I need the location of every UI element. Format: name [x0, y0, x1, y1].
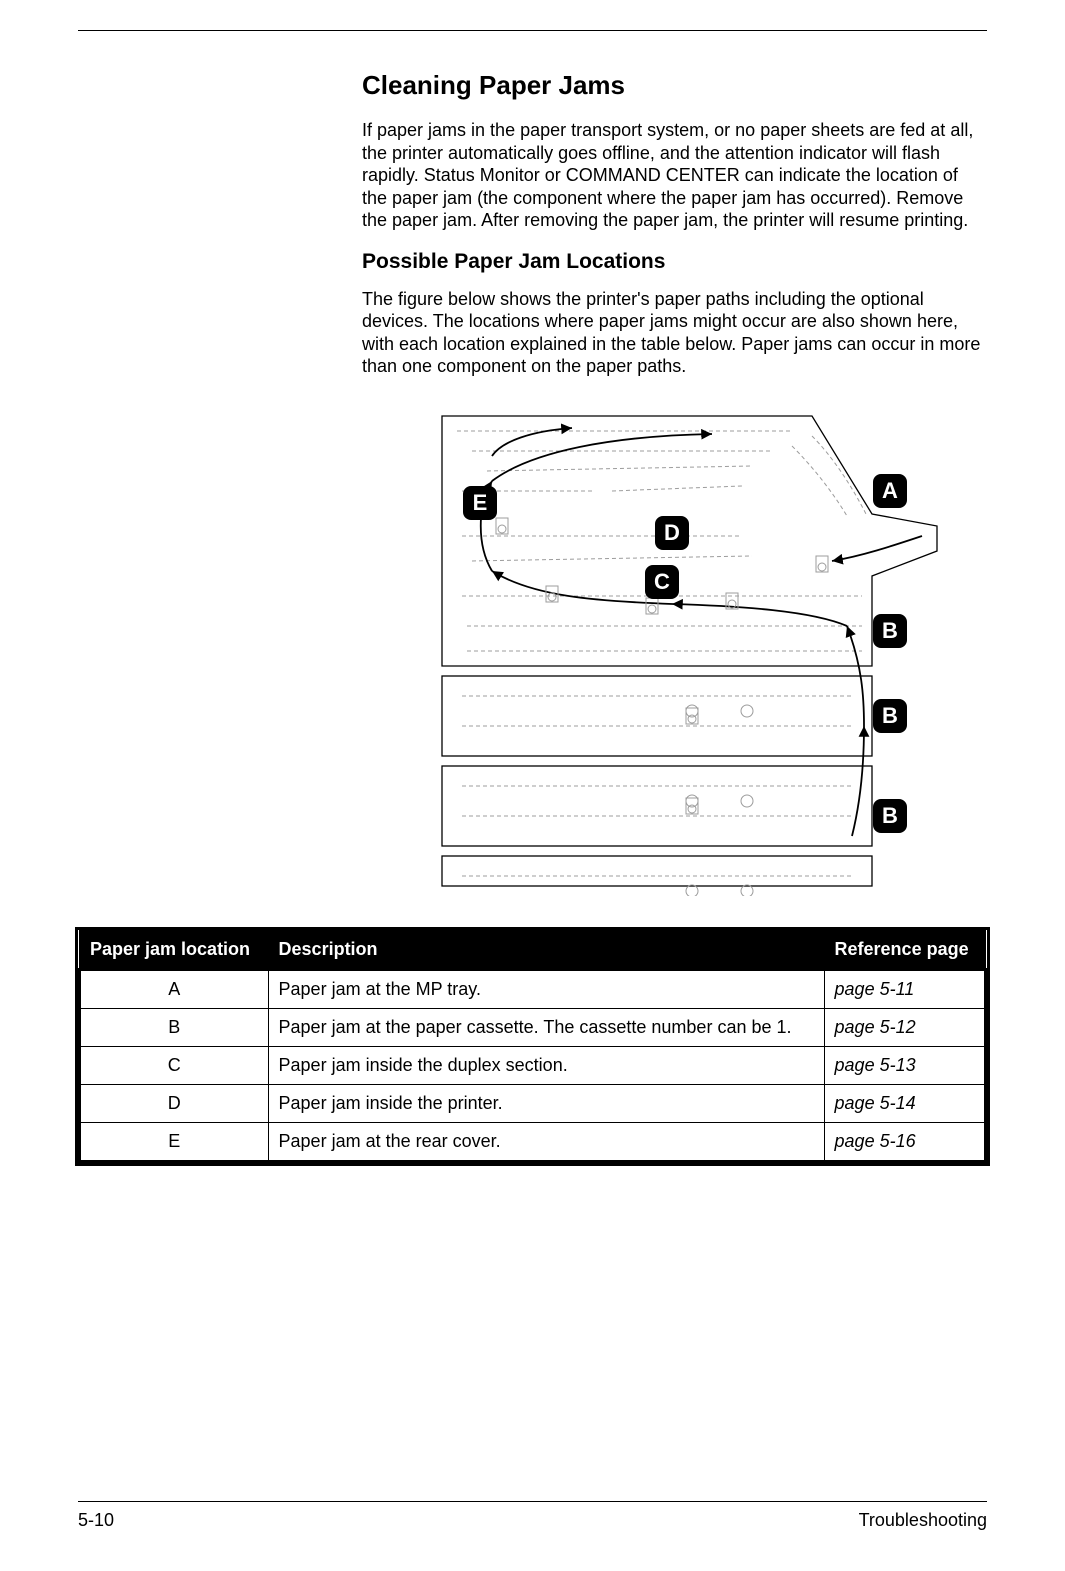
svg-text:C: C [654, 568, 670, 593]
cell-description: Paper jam at the MP tray. [268, 970, 824, 1009]
svg-text:B: B [882, 802, 898, 827]
svg-text:D: D [664, 519, 680, 544]
subsection-title: Possible Paper Jam Locations [362, 250, 987, 274]
diagram-marker: B [873, 799, 907, 833]
diagram-marker: E [463, 486, 497, 520]
cell-reference: page 5-14 [824, 1085, 985, 1123]
cell-location: B [80, 1009, 269, 1047]
diagram-marker: A [873, 474, 907, 508]
cell-reference: page 5-13 [824, 1047, 985, 1085]
intro-paragraph: If paper jams in the paper transport sys… [362, 119, 987, 232]
subsection-paragraph: The figure below shows the printer's pap… [362, 288, 987, 378]
table-header-row: Paper jam location Description Reference… [80, 931, 986, 970]
page: Cleaning Paper Jams If paper jams in the… [0, 0, 1065, 1571]
diagram-marker: C [645, 565, 679, 599]
cell-location: D [80, 1085, 269, 1123]
svg-text:E: E [473, 489, 488, 514]
cell-description: Paper jam inside the duplex section. [268, 1047, 824, 1085]
table-row: BPaper jam at the paper cassette. The ca… [80, 1009, 986, 1047]
diagram-marker: D [655, 516, 689, 550]
th-description: Description [268, 931, 824, 970]
table-row: DPaper jam inside the printer.page 5-14 [80, 1085, 986, 1123]
cell-description: Paper jam at the rear cover. [268, 1123, 824, 1162]
content-column: Cleaning Paper Jams If paper jams in the… [362, 70, 987, 896]
th-location: Paper jam location [80, 931, 269, 970]
diagram-container: A E DC B B B [392, 396, 987, 896]
table-row: CPaper jam inside the duplex section.pag… [80, 1047, 986, 1085]
cell-reference: page 5-11 [824, 970, 985, 1009]
cell-location: C [80, 1047, 269, 1085]
table-row: APaper jam at the MP tray.page 5-11 [80, 970, 986, 1009]
chapter-name: Troubleshooting [859, 1510, 987, 1531]
cell-reference: page 5-12 [824, 1009, 985, 1047]
svg-text:B: B [882, 702, 898, 727]
section-title: Cleaning Paper Jams [362, 70, 987, 101]
page-footer: 5-10 Troubleshooting [78, 1501, 987, 1531]
page-number: 5-10 [78, 1510, 114, 1531]
cell-location: A [80, 970, 269, 1009]
th-reference: Reference page [824, 931, 985, 970]
diagram-marker: B [873, 614, 907, 648]
cell-reference: page 5-16 [824, 1123, 985, 1162]
svg-text:B: B [882, 617, 898, 642]
diagram-marker: B [873, 699, 907, 733]
svg-text:A: A [882, 477, 898, 502]
cell-location: E [80, 1123, 269, 1162]
cell-description: Paper jam at the paper cassette. The cas… [268, 1009, 824, 1047]
table-row: EPaper jam at the rear cover.page 5-16 [80, 1123, 986, 1162]
jam-location-table: Paper jam location Description Reference… [78, 930, 987, 1163]
printer-diagram: A E DC B B B [392, 396, 952, 896]
cell-description: Paper jam inside the printer. [268, 1085, 824, 1123]
top-rule [78, 30, 987, 31]
